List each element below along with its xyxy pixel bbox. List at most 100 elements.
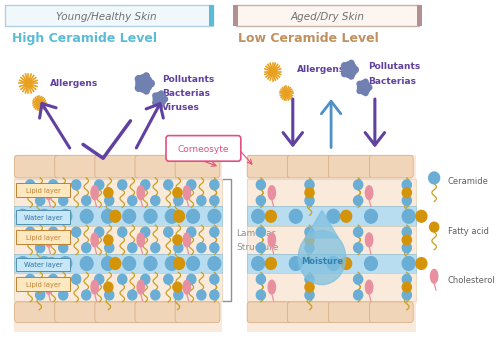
Circle shape [358,80,370,94]
Ellipse shape [183,280,190,294]
Circle shape [290,209,302,223]
Circle shape [46,258,57,269]
Circle shape [140,227,150,237]
Bar [232,5,238,26]
Text: Bacterias: Bacterias [162,89,210,98]
Ellipse shape [268,280,276,294]
Circle shape [80,209,93,223]
Circle shape [367,85,372,90]
Text: Allergens: Allergens [50,79,98,88]
Circle shape [104,188,113,197]
FancyBboxPatch shape [55,155,100,178]
Circle shape [82,290,91,300]
Circle shape [110,258,120,269]
Circle shape [128,243,137,253]
Circle shape [128,196,137,205]
Circle shape [187,180,196,190]
Circle shape [59,209,72,223]
Circle shape [197,243,206,253]
Text: Lipid layer: Lipid layer [26,235,60,241]
Circle shape [342,71,347,77]
Ellipse shape [137,280,144,294]
Circle shape [166,257,178,270]
Circle shape [402,180,411,190]
Circle shape [348,73,354,79]
Circle shape [144,257,157,270]
Circle shape [416,258,427,269]
Circle shape [305,243,314,253]
Ellipse shape [366,186,372,200]
Circle shape [38,257,51,270]
Circle shape [82,243,91,253]
Circle shape [164,227,173,237]
Circle shape [187,274,196,284]
Circle shape [402,290,411,300]
Circle shape [118,274,127,284]
Circle shape [327,257,340,270]
Text: Ceramide: Ceramide [448,178,488,186]
Circle shape [305,290,314,300]
Text: Cholesterol: Cholesterol [448,276,496,285]
Circle shape [354,243,362,253]
Circle shape [342,62,356,77]
Circle shape [166,209,178,223]
Bar [247,155,416,332]
Ellipse shape [268,233,276,247]
Ellipse shape [45,280,52,294]
Circle shape [305,282,314,292]
Circle shape [357,81,362,87]
Circle shape [37,100,42,106]
Circle shape [144,209,157,223]
Text: Low Ceramide Level: Low Ceramide Level [238,32,379,45]
FancyBboxPatch shape [288,302,331,323]
FancyBboxPatch shape [370,155,413,178]
Circle shape [210,290,219,300]
Circle shape [402,196,411,205]
Circle shape [26,227,35,237]
Circle shape [430,222,438,232]
Circle shape [354,180,362,190]
Ellipse shape [91,186,98,200]
Circle shape [104,235,113,245]
Circle shape [36,196,44,205]
Circle shape [164,274,173,284]
Bar [4,5,212,26]
Circle shape [256,196,266,205]
Circle shape [143,73,150,80]
FancyBboxPatch shape [175,155,220,178]
FancyBboxPatch shape [288,155,331,178]
Circle shape [154,92,166,106]
Bar [16,183,70,197]
Circle shape [118,180,127,190]
Text: Young/Healthy Skin: Young/Healthy Skin [56,12,157,22]
Circle shape [140,274,150,284]
Bar [16,230,70,244]
Circle shape [25,80,32,87]
Circle shape [136,85,141,91]
Circle shape [82,196,91,205]
Circle shape [266,258,276,269]
FancyBboxPatch shape [95,155,140,178]
Circle shape [402,188,411,197]
Circle shape [72,180,81,190]
Circle shape [59,257,72,270]
Polygon shape [306,211,338,238]
Circle shape [48,227,58,237]
Circle shape [46,211,57,222]
Circle shape [34,282,44,292]
Circle shape [187,227,196,237]
FancyBboxPatch shape [247,302,291,323]
Circle shape [110,211,120,222]
Circle shape [402,243,411,253]
Circle shape [354,227,362,237]
Circle shape [402,235,411,245]
Circle shape [364,257,378,270]
Text: Aged/Dry Skin: Aged/Dry Skin [290,12,364,22]
Circle shape [136,76,141,83]
Circle shape [354,274,362,284]
Circle shape [102,257,114,270]
Circle shape [186,209,200,223]
FancyBboxPatch shape [247,155,291,178]
Circle shape [26,180,35,190]
Circle shape [256,290,266,300]
